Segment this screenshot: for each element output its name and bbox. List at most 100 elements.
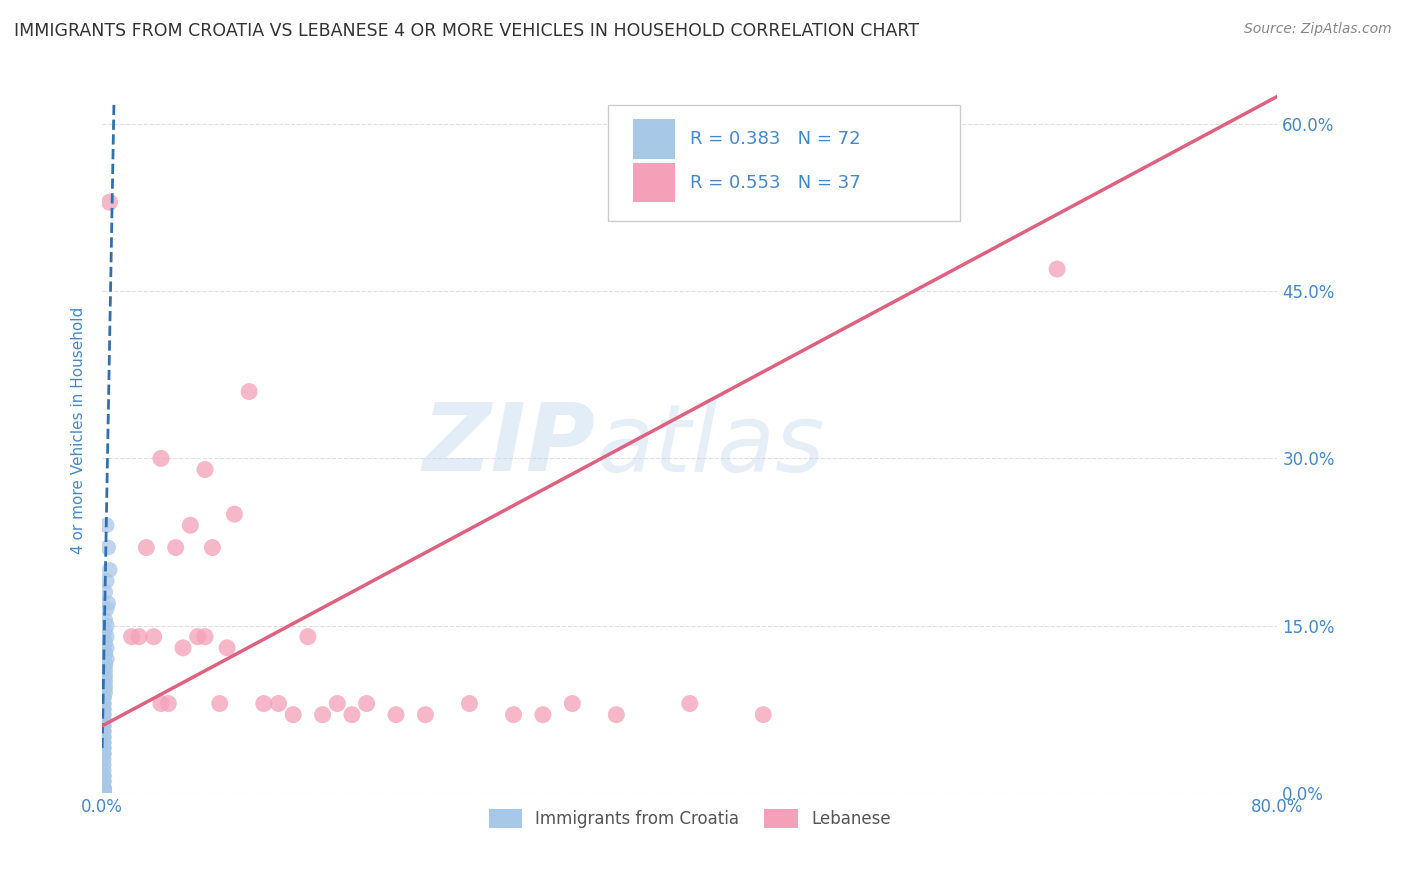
Point xyxy=(93,707,115,722)
Point xyxy=(93,719,115,733)
Point xyxy=(752,707,775,722)
Point xyxy=(93,690,115,705)
Point xyxy=(340,707,363,722)
Point xyxy=(98,563,121,577)
Point xyxy=(93,640,115,655)
Text: R = 0.553   N = 37: R = 0.553 N = 37 xyxy=(690,174,860,192)
Point xyxy=(93,786,115,800)
Point xyxy=(96,652,118,666)
Point xyxy=(93,782,115,797)
Point xyxy=(93,741,115,756)
Point xyxy=(93,702,115,716)
Point xyxy=(94,635,117,649)
Point xyxy=(93,784,115,798)
Point xyxy=(93,752,115,766)
Point xyxy=(201,541,224,555)
Point xyxy=(96,640,118,655)
Point xyxy=(93,784,115,798)
Point xyxy=(297,630,319,644)
Point xyxy=(93,697,115,711)
Text: Source: ZipAtlas.com: Source: ZipAtlas.com xyxy=(1244,22,1392,37)
Point xyxy=(224,507,246,521)
Point xyxy=(93,697,115,711)
Point xyxy=(149,697,172,711)
Point xyxy=(93,741,115,756)
Point xyxy=(96,618,118,632)
Point xyxy=(217,640,239,655)
Point xyxy=(253,697,276,711)
Point xyxy=(96,602,118,616)
Point xyxy=(142,630,165,644)
Point xyxy=(93,783,115,797)
Y-axis label: 4 or more Vehicles in Household: 4 or more Vehicles in Household xyxy=(72,307,86,554)
Point xyxy=(179,518,201,533)
Point xyxy=(165,541,187,555)
Point xyxy=(415,707,437,722)
Point xyxy=(93,702,115,716)
Point xyxy=(93,784,115,798)
Point xyxy=(93,690,115,705)
FancyBboxPatch shape xyxy=(633,162,675,202)
Point xyxy=(98,195,121,210)
Point xyxy=(94,647,117,661)
Text: atlas: atlas xyxy=(596,400,824,491)
Point xyxy=(93,782,115,797)
Point xyxy=(238,384,260,399)
Point xyxy=(93,663,115,677)
Point xyxy=(93,674,115,689)
Point xyxy=(267,697,290,711)
Text: IMMIGRANTS FROM CROATIA VS LEBANESE 4 OR MORE VEHICLES IN HOUSEHOLD CORRELATION : IMMIGRANTS FROM CROATIA VS LEBANESE 4 OR… xyxy=(14,22,920,40)
Point xyxy=(97,541,120,555)
Point xyxy=(128,630,150,644)
Point xyxy=(93,769,115,783)
Point xyxy=(93,730,115,744)
Point xyxy=(93,735,115,749)
Point xyxy=(97,596,120,610)
Point xyxy=(94,647,117,661)
Point xyxy=(96,630,118,644)
Point xyxy=(93,724,115,739)
Point xyxy=(283,707,305,722)
Point xyxy=(93,780,115,794)
Point xyxy=(194,462,217,476)
FancyBboxPatch shape xyxy=(633,120,675,159)
Legend: Immigrants from Croatia, Lebanese: Immigrants from Croatia, Lebanese xyxy=(482,803,897,835)
Point xyxy=(194,630,217,644)
Point xyxy=(121,630,143,644)
Point xyxy=(93,685,115,699)
Point xyxy=(94,668,117,682)
Point xyxy=(385,707,408,722)
Point xyxy=(93,764,115,778)
Point xyxy=(679,697,702,711)
Point xyxy=(94,613,117,627)
Point xyxy=(187,630,209,644)
Point xyxy=(93,735,115,749)
Point xyxy=(311,707,333,722)
Point xyxy=(94,685,117,699)
Point xyxy=(157,697,180,711)
Point xyxy=(96,574,118,588)
Point xyxy=(94,657,117,672)
Point xyxy=(94,657,117,672)
Point xyxy=(93,747,115,761)
Point xyxy=(605,707,627,722)
Point xyxy=(93,680,115,694)
Point xyxy=(94,674,117,689)
Point xyxy=(149,451,172,466)
Point xyxy=(93,780,115,794)
Point xyxy=(93,784,115,798)
Point xyxy=(94,624,117,639)
Point xyxy=(561,697,583,711)
Point xyxy=(93,769,115,783)
Point xyxy=(93,774,115,789)
Point xyxy=(458,697,481,711)
Point xyxy=(326,697,349,711)
Point xyxy=(172,640,194,655)
Point xyxy=(356,697,378,711)
Point xyxy=(93,719,115,733)
Point xyxy=(502,707,524,722)
Point xyxy=(135,541,157,555)
Point xyxy=(1046,262,1069,277)
Point xyxy=(93,652,115,666)
Point xyxy=(208,697,231,711)
